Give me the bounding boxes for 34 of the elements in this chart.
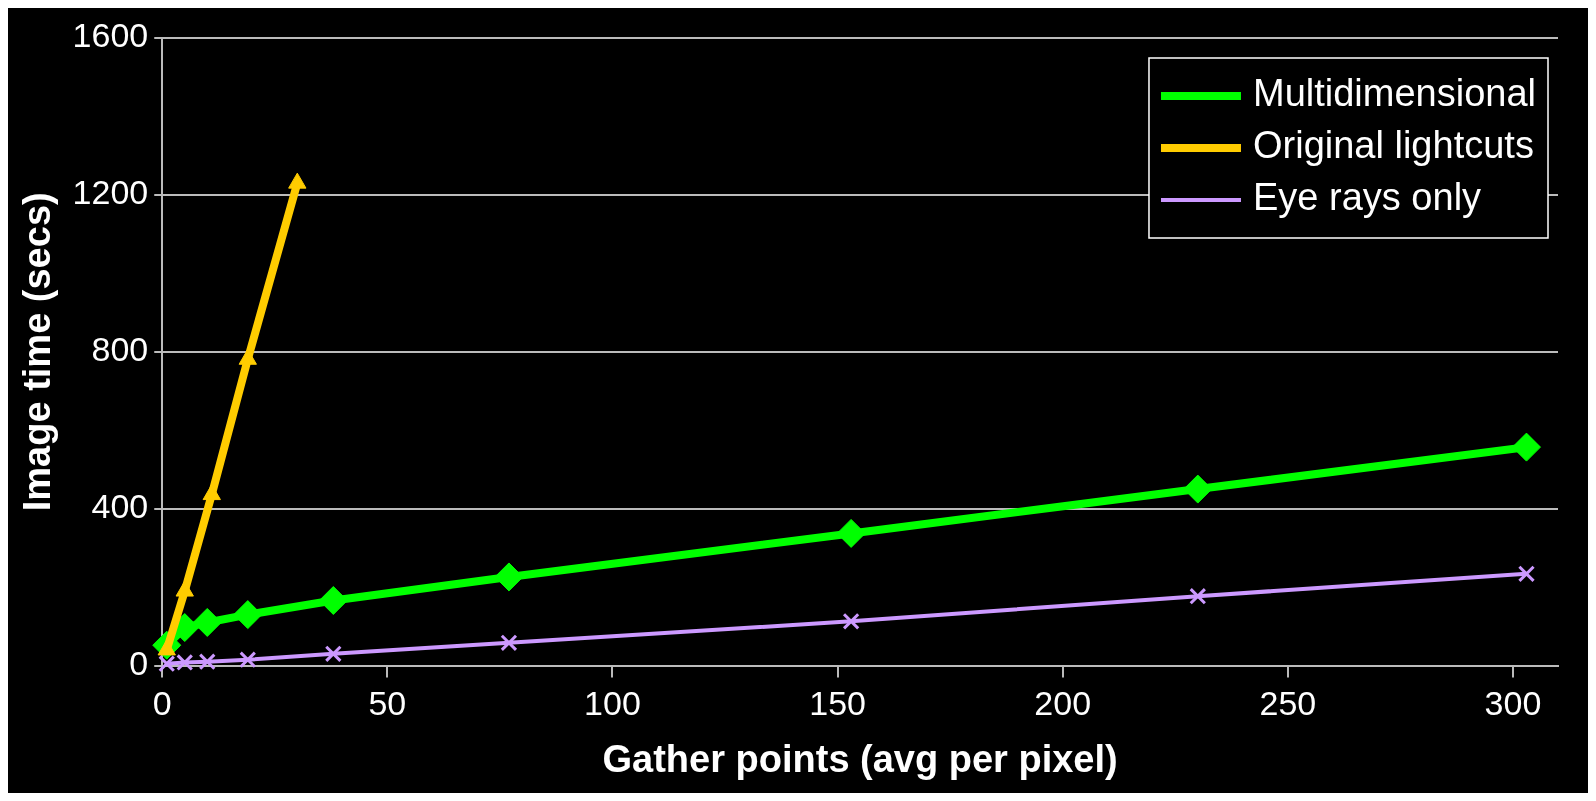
x-tick-label: 250 [1259,684,1317,723]
point [233,600,263,630]
point [1511,432,1541,462]
point [836,518,866,548]
x-tick-label: 50 [368,684,407,723]
point [500,634,518,652]
point [1189,587,1207,605]
point [198,653,216,671]
point [192,607,222,637]
y-tick-label: 0 [129,643,149,682]
point [176,653,194,672]
y-tick-label: 1600 [72,16,149,55]
y-tick-label: 1200 [72,173,149,212]
point [239,651,257,669]
point [1183,474,1213,504]
y-tick-label: 800 [91,330,149,369]
point [842,612,860,630]
legend-label: Original lightcuts [1252,124,1534,167]
y-tick-label: 400 [91,487,149,526]
point [238,348,257,365]
point [318,585,348,615]
x-tick-label: 300 [1484,684,1542,723]
legend-label: Multidimensional [1252,72,1536,115]
point [324,645,342,663]
point [288,172,307,189]
x-tick-label: 150 [809,684,866,723]
point [494,562,524,592]
point [158,655,176,673]
y-axis-title: Image time (secs) [16,192,59,512]
point [1517,565,1536,583]
x-tick-label: 200 [1034,684,1092,723]
legend-label: Eye rays only [1252,176,1482,219]
x-axis-title: Gather points (avg per pixel) [602,737,1118,780]
x-tick-label: 100 [584,684,641,723]
